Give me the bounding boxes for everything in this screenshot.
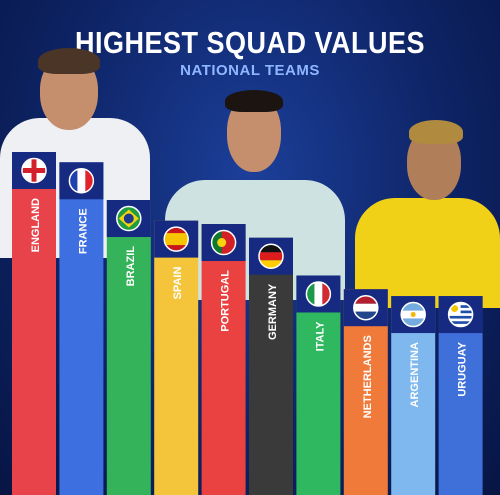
bar-france: FRANCE xyxy=(59,162,104,495)
england-flag-icon xyxy=(21,157,47,184)
spain-flag-icon xyxy=(163,226,189,252)
bar-label: PORTUGAL xyxy=(220,270,232,332)
netherlands-flag-icon xyxy=(353,294,379,321)
chart-title: HIGHEST SQUAD VALUES xyxy=(74,26,426,60)
chart-subtitle: NATIONAL TEAMS xyxy=(180,62,320,79)
bar-rect xyxy=(59,162,104,495)
bar-label: ARGENTINA xyxy=(409,342,421,407)
bar-germany: GERMANY xyxy=(249,237,293,495)
bar-netherlands: NETHERLANDS xyxy=(343,289,388,495)
bar-rect xyxy=(154,220,199,495)
uruguay-flag-icon xyxy=(447,301,474,328)
bar-italy: ITALY xyxy=(296,275,341,495)
italy-flag-icon xyxy=(305,281,332,307)
bar-england: ENGLAND xyxy=(12,152,56,495)
bar-spain: SPAIN xyxy=(154,220,199,495)
bar-label: BRAZIL xyxy=(125,246,137,287)
bar-label: ENGLAND xyxy=(30,198,42,252)
bar-label: ITALY xyxy=(314,321,326,352)
bar-rect xyxy=(12,152,56,495)
bar-rect xyxy=(201,224,246,495)
bar-brazil: BRAZIL xyxy=(106,200,151,495)
portugal-flag-icon xyxy=(210,229,237,256)
bar-portugal: PORTUGAL xyxy=(201,224,246,495)
germany-flag-icon xyxy=(258,243,284,269)
bar-label: URUGUAY xyxy=(457,341,469,396)
bar-rect xyxy=(106,200,151,495)
bar-label: GERMANY xyxy=(267,283,279,340)
france-flag-icon xyxy=(68,168,95,194)
bar-uruguay: URUGUAY xyxy=(438,296,483,495)
bar-label: FRANCE xyxy=(77,208,89,254)
player-right-image xyxy=(355,120,500,310)
brazil-flag-icon xyxy=(116,205,142,232)
bar-rect xyxy=(249,237,293,495)
bar-label: NETHERLANDS xyxy=(362,335,374,418)
bar-argentina: ARGENTINA xyxy=(391,296,436,495)
bar-label: SPAIN xyxy=(172,267,184,300)
argentina-flag-icon xyxy=(400,301,426,328)
